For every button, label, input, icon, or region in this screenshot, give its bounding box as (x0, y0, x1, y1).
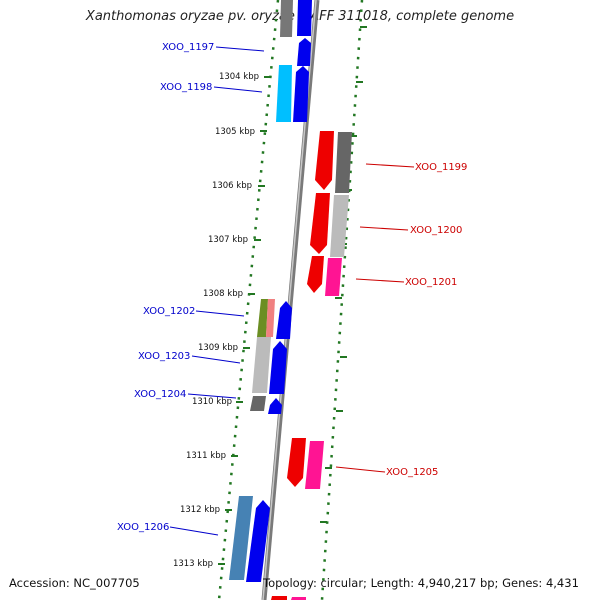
topology-text: Topology: circular; Length: 4,940,217 bp… (263, 576, 579, 590)
gene-glyph[interactable] (250, 396, 266, 411)
genome-backbone (261, 0, 320, 600)
gene-label-xoo-1199[interactable]: XOO_1199 (415, 162, 467, 173)
gene-glyph[interactable] (266, 299, 275, 337)
left-ticks (218, 76, 271, 565)
gene-glyph[interactable] (246, 500, 270, 582)
accession-text: Accession: NC_007705 (9, 576, 140, 590)
gene-glyph[interactable] (280, 0, 293, 37)
gene-glyph[interactable] (291, 597, 306, 600)
gene-glyph[interactable] (305, 441, 324, 489)
gene-connectors (169, 46, 415, 536)
gene-label-xoo-1202[interactable]: XOO_1202 (143, 306, 195, 317)
ruler-label: 1310 kbp (192, 397, 232, 407)
gene-glyph[interactable] (268, 398, 282, 414)
gene-glyph[interactable] (271, 596, 287, 600)
gene-glyph[interactable] (293, 66, 309, 122)
gene-glyph[interactable] (276, 65, 292, 122)
right-guide-line (320, 0, 364, 600)
ruler-label: 1304 kbp (219, 72, 259, 82)
gene-glyph[interactable] (310, 193, 330, 254)
ruler-label: 1305 kbp (215, 127, 255, 137)
gene-label-xoo-1201[interactable]: XOO_1201 (405, 277, 457, 288)
gene-glyph[interactable] (325, 258, 342, 296)
gene-glyph[interactable] (276, 301, 292, 339)
gene-glyph[interactable] (307, 256, 324, 293)
gene-glyph[interactable] (287, 438, 306, 487)
gene-glyph[interactable] (335, 132, 352, 193)
gene-label-xoo-1203[interactable]: XOO_1203 (138, 351, 190, 362)
ruler-label: 1312 kbp (180, 505, 220, 515)
ruler-label: 1313 kbp (173, 559, 213, 569)
gene-glyph[interactable] (297, 0, 312, 36)
gene-glyph[interactable] (252, 337, 271, 393)
right-ticks (320, 26, 367, 523)
gene-glyph[interactable] (269, 341, 287, 394)
gene-label-xoo-1206[interactable]: XOO_1206 (117, 522, 169, 533)
gene-label-xoo-1200[interactable]: XOO_1200 (410, 225, 462, 236)
gene-label-xoo-1197[interactable]: XOO_1197 (162, 42, 214, 53)
gene-glyph[interactable] (315, 131, 334, 190)
gene-glyph[interactable] (257, 299, 268, 337)
ruler-label: 1311 kbp (186, 451, 226, 461)
gene-glyph[interactable] (330, 195, 349, 257)
gene-label-xoo-1204[interactable]: XOO_1204 (134, 389, 186, 400)
ruler-label: 1308 kbp (203, 289, 243, 299)
gene-glyph[interactable] (297, 38, 311, 66)
ruler-label: 1309 kbp (198, 343, 238, 353)
gene-label-xoo-1205[interactable]: XOO_1205 (386, 467, 438, 478)
ruler-label: 1307 kbp (208, 235, 248, 245)
ruler-label: 1306 kbp (212, 181, 252, 191)
gene-label-xoo-1198[interactable]: XOO_1198 (160, 82, 212, 93)
gene-glyph[interactable] (229, 496, 253, 580)
